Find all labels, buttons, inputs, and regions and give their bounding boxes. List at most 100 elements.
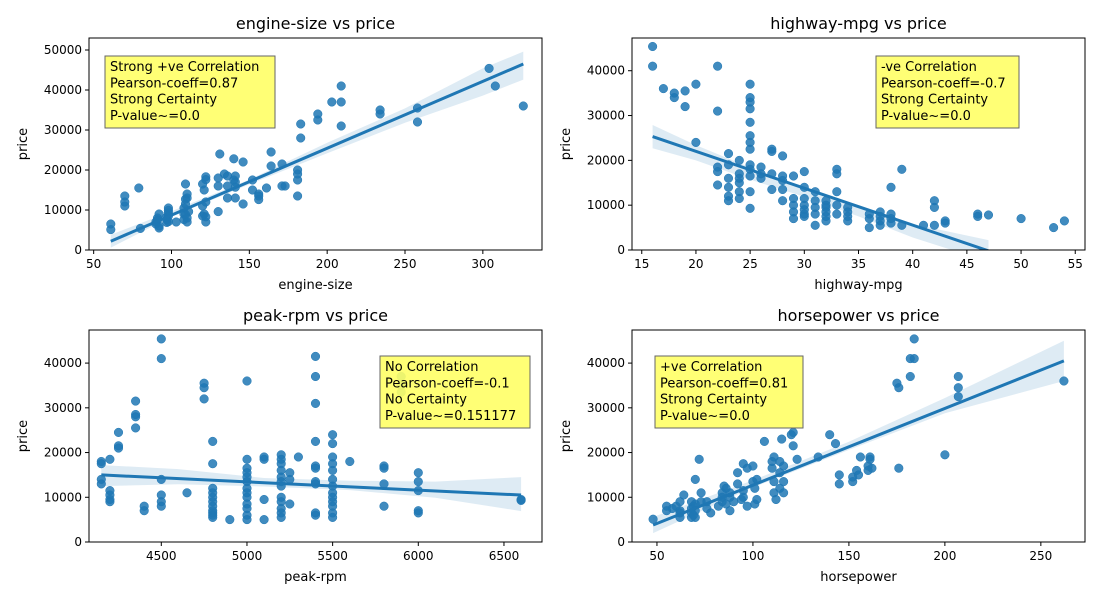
data-point	[713, 106, 723, 116]
plot-area	[648, 41, 1069, 250]
data-point	[894, 383, 904, 393]
data-point	[788, 214, 799, 224]
data-point	[156, 334, 166, 344]
y-tick-label: 10000	[587, 198, 625, 212]
data-point	[254, 195, 264, 205]
data-point	[779, 477, 789, 487]
data-point	[983, 210, 994, 220]
data-point	[201, 175, 211, 185]
y-tick-label: 10000	[44, 490, 82, 504]
data-point	[690, 474, 700, 484]
data-point	[832, 169, 842, 179]
data-point	[953, 371, 963, 382]
subplot-2: 15 20 25 30 35 40 45 50 55 0 10000 20000 30000 40000 h…	[559, 14, 1086, 293]
data-point	[745, 117, 755, 127]
x-tick-label: 4500	[146, 549, 177, 563]
annotation-line: Strong Certainty	[110, 93, 217, 108]
data-point	[691, 79, 701, 89]
data-point	[171, 217, 181, 227]
data-point	[213, 181, 223, 191]
y-tick-label: 20000	[587, 153, 625, 167]
y-axis-label: price	[16, 128, 31, 160]
data-point	[180, 179, 191, 189]
data-point	[713, 61, 723, 71]
data-point	[778, 184, 788, 195]
subplot-title: peak-rpm vs price	[243, 306, 388, 325]
data-point	[788, 171, 799, 181]
x-tick-label: 25	[742, 257, 757, 271]
x-tick-label: 15	[634, 257, 649, 271]
data-point	[745, 171, 755, 181]
data-point	[729, 497, 739, 507]
data-point	[182, 488, 192, 498]
data-point	[259, 454, 269, 464]
data-point	[266, 147, 276, 157]
x-tick-label: 50	[1013, 257, 1028, 271]
data-point	[225, 515, 235, 525]
annotation-box	[104, 55, 276, 129]
x-tick-label: 50	[649, 549, 664, 563]
x-tick-label: 45	[959, 257, 974, 271]
y-tick-label: 30000	[587, 401, 625, 415]
data-point	[875, 220, 885, 230]
data-point	[694, 454, 704, 464]
data-point	[336, 97, 346, 107]
data-point	[328, 439, 338, 449]
y-tick-label: 20000	[44, 446, 82, 460]
y-tick-label: 0	[74, 535, 82, 549]
data-point	[313, 109, 323, 119]
data-point	[336, 121, 346, 131]
data-point	[723, 173, 734, 183]
x-tick-label: 150	[837, 549, 860, 563]
y-axis-label: price	[559, 128, 574, 160]
data-point	[742, 501, 752, 511]
y-tick-label: 0	[617, 535, 625, 549]
data-point	[310, 436, 321, 446]
y-tick-label: 30000	[44, 123, 82, 137]
confidence-band	[652, 125, 989, 250]
data-point	[105, 454, 115, 464]
data-point	[222, 193, 233, 203]
data-point	[691, 137, 701, 147]
data-point	[199, 185, 209, 195]
data-point	[853, 470, 864, 480]
data-point	[413, 508, 423, 518]
data-point	[96, 479, 106, 489]
data-point	[242, 515, 252, 525]
data-point	[648, 61, 658, 71]
data-point	[771, 494, 781, 505]
data-point	[752, 494, 762, 505]
data-point	[242, 454, 252, 464]
x-tick-label: 250	[394, 257, 417, 271]
correlation-annotation: Strong +ve CorrelationPearson-coeff=0.87…	[104, 55, 276, 129]
annotation-line: -ve Correlation	[881, 60, 977, 75]
plot-area	[106, 51, 528, 248]
data-point	[973, 211, 983, 221]
x-tick-label: 40	[905, 257, 920, 271]
data-point	[706, 508, 716, 518]
y-tick-label: 40000	[44, 83, 82, 97]
annotation-line: P-value~=0.0	[660, 409, 750, 424]
data-point	[379, 463, 389, 473]
data-point	[832, 200, 842, 210]
x-axis-label: horsepower	[820, 570, 897, 585]
plot-area	[96, 334, 526, 525]
data-point	[213, 207, 223, 217]
y-tick-label: 30000	[44, 401, 82, 415]
data-point	[336, 81, 346, 91]
x-tick-label: 55	[1068, 257, 1083, 271]
x-tick-label: 100	[741, 549, 764, 563]
annotation-line: P-value~=0.0	[110, 109, 200, 124]
data-point	[734, 155, 744, 165]
annotation-line: Pearson-coeff=-0.1	[385, 376, 510, 391]
data-point	[328, 512, 338, 522]
data-point	[680, 86, 690, 96]
data-point	[733, 468, 743, 478]
annotation-line: Pearson-coeff=0.81	[660, 376, 788, 391]
data-point	[886, 182, 896, 192]
x-tick-label: 5500	[317, 549, 348, 563]
data-point	[834, 470, 844, 480]
axes-frame	[631, 329, 1086, 543]
